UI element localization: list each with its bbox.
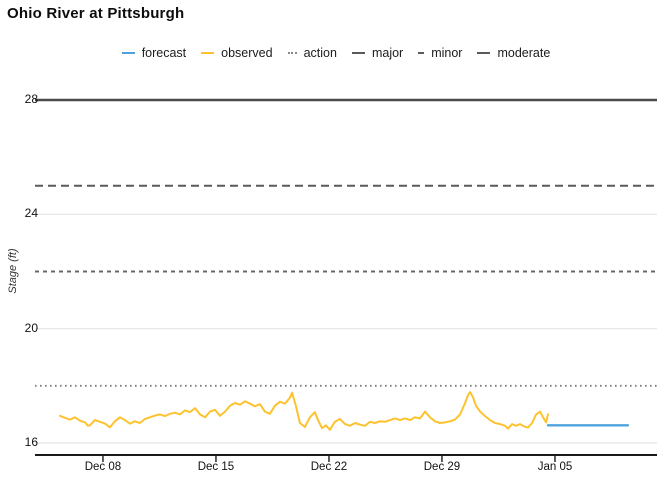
legend-item-moderate: moderate: [477, 46, 550, 60]
legend-item-action: action: [287, 46, 337, 60]
page-title: Ohio River at Pittsburgh: [7, 5, 185, 22]
legend-label-action: action: [303, 46, 337, 60]
y-tick-label: 20: [24, 320, 38, 335]
legend-label-moderate: moderate: [497, 46, 551, 60]
legend-label-minor: minor: [431, 46, 463, 60]
chart-legend: forecast observed action major minor moderate: [0, 46, 672, 60]
y-tick-label: 24: [24, 206, 38, 221]
legend-item-minor: minor: [418, 46, 462, 60]
legend-marker-forecast-icon: [121, 52, 135, 54]
legend-item-observed: observed: [201, 46, 273, 60]
x-tick-label: Dec 22: [310, 461, 348, 473]
x-tick-label: Dec 29: [423, 461, 461, 473]
legend-label-major: major: [371, 46, 404, 60]
x-tick-label: Jan 05: [537, 461, 573, 473]
y-tick-label: 28: [24, 92, 38, 106]
legend-label-forecast: forecast: [141, 46, 187, 60]
y-tick-label: 16: [24, 434, 38, 449]
legend-item-forecast: forecast: [121, 46, 187, 60]
legend-marker-action-icon: [287, 52, 297, 54]
legend-marker-major-icon: [351, 52, 365, 54]
x-tick-label: Dec 15: [197, 461, 235, 473]
legend-marker-observed-icon: [201, 52, 215, 54]
legend-item-major: major: [351, 46, 404, 60]
observed-line: [59, 391, 549, 431]
legend-marker-moderate-icon: [477, 52, 491, 54]
legend-marker-minor-icon: [418, 52, 425, 54]
legend-label-observed: observed: [221, 46, 273, 60]
x-tick-label: Dec 08: [84, 461, 122, 473]
